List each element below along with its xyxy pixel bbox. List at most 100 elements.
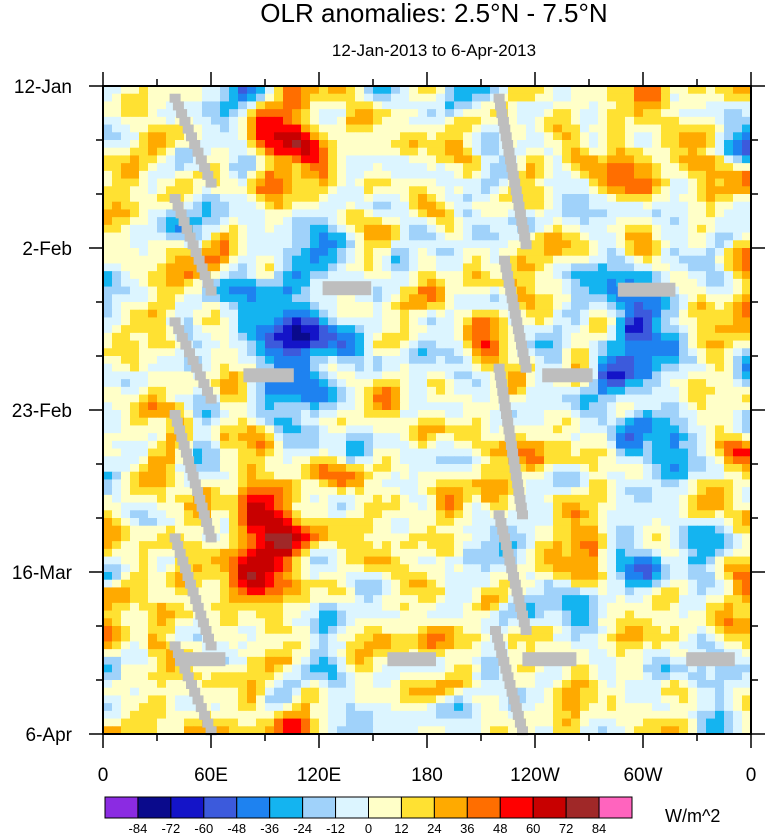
heatmap-cell: [112, 286, 122, 295]
heatmap-cell: [589, 217, 599, 226]
heatmap-cell: [256, 232, 266, 241]
heatmap-cell: [346, 194, 356, 203]
heatmap-cell: [706, 209, 716, 218]
heatmap-cell: [337, 533, 347, 542]
heatmap-cell: [355, 494, 365, 503]
heatmap-cell: [247, 170, 257, 179]
heatmap-cell: [391, 294, 401, 303]
heatmap-cell: [607, 525, 617, 534]
heatmap-cell: [364, 440, 374, 449]
heatmap-cell: [220, 402, 230, 411]
heatmap-cell: [328, 224, 338, 233]
heatmap-cell: [499, 587, 509, 596]
heatmap-cell: [670, 356, 680, 365]
heatmap-cell: [589, 448, 599, 457]
heatmap-cell: [688, 170, 698, 179]
heatmap-cell: [247, 209, 257, 218]
heatmap-cell: [652, 178, 662, 187]
heatmap-cell: [652, 263, 662, 272]
heatmap-cell: [454, 93, 464, 102]
heatmap-cell: [490, 410, 500, 419]
heatmap-cell: [526, 410, 536, 419]
heatmap-cell: [697, 186, 707, 195]
heatmap-cell: [364, 371, 374, 380]
heatmap-cell: [616, 479, 626, 488]
heatmap-cell: [274, 348, 284, 357]
heatmap-cell: [175, 178, 185, 187]
heatmap-cell: [616, 340, 626, 349]
heatmap-cell: [103, 194, 113, 203]
heatmap-cell: [337, 147, 347, 156]
heatmap-cell: [742, 194, 752, 203]
heatmap-cell: [706, 502, 716, 511]
heatmap-cell: [445, 371, 455, 380]
heatmap-cell: [265, 286, 275, 295]
heatmap-cell: [463, 325, 473, 334]
heatmap-cell: [418, 371, 428, 380]
heatmap-cell: [175, 232, 185, 241]
heatmap-cell: [400, 224, 410, 233]
heatmap-cell: [202, 332, 212, 341]
heatmap-cell: [283, 340, 293, 349]
heatmap-cell: [148, 255, 158, 264]
heatmap-cell: [157, 332, 167, 341]
heatmap-cell: [265, 464, 275, 473]
heatmap-cell: [472, 224, 482, 233]
heatmap-cell: [274, 448, 284, 457]
heatmap-cell: [472, 209, 482, 218]
heatmap-cell: [454, 448, 464, 457]
heatmap-cell: [589, 379, 599, 388]
heatmap-cell: [157, 602, 167, 611]
heatmap-cell: [679, 502, 689, 511]
heatmap-cell: [283, 471, 293, 480]
heatmap-cell: [598, 433, 608, 442]
heatmap-cell: [373, 518, 383, 527]
heatmap-cell: [247, 518, 257, 527]
heatmap-cell: [175, 147, 185, 156]
heatmap-cell: [400, 572, 410, 581]
heatmap-cell: [742, 494, 752, 503]
heatmap-cell: [148, 224, 158, 233]
heatmap-cell: [121, 163, 131, 172]
heatmap-cell: [508, 379, 518, 388]
heatmap-cell: [688, 124, 698, 133]
heatmap-cell: [292, 240, 302, 249]
heatmap-cell: [661, 271, 671, 280]
heatmap-cell: [247, 124, 257, 133]
heatmap-cell: [634, 456, 644, 465]
heatmap-cell: [706, 510, 716, 519]
heatmap-cell: [247, 340, 257, 349]
heatmap-cell: [112, 556, 122, 565]
heatmap-cell: [292, 433, 302, 442]
heatmap-cell: [364, 595, 374, 604]
heatmap-cell: [571, 132, 581, 141]
heatmap-cell: [229, 155, 239, 164]
heatmap-cell: [499, 579, 509, 588]
heatmap-cell: [400, 170, 410, 179]
heatmap-cell: [238, 86, 248, 95]
heatmap-cell: [346, 155, 356, 164]
heatmap-cell: [526, 348, 536, 357]
heatmap-cell: [643, 224, 653, 233]
heatmap-cell: [238, 379, 248, 388]
heatmap-cell: [661, 518, 671, 527]
heatmap-cell: [121, 101, 131, 110]
heatmap-cell: [166, 178, 176, 187]
heatmap-cell: [391, 309, 401, 318]
heatmap-cell: [607, 425, 617, 434]
heatmap-cell: [382, 240, 392, 249]
heatmap-cell: [616, 348, 626, 357]
heatmap-cell: [202, 86, 212, 95]
heatmap-cell: [157, 348, 167, 357]
heatmap-cell: [661, 317, 671, 326]
heatmap-cell: [409, 556, 419, 565]
heatmap-cell: [319, 579, 329, 588]
heatmap-cell: [355, 124, 365, 133]
heatmap-cell: [157, 371, 167, 380]
heatmap-cell: [652, 564, 662, 573]
heatmap-cell: [553, 348, 563, 357]
heatmap-cell: [616, 556, 626, 565]
heatmap-cell: [175, 579, 185, 588]
heatmap-cell: [607, 456, 617, 465]
heatmap-cell: [742, 109, 752, 118]
